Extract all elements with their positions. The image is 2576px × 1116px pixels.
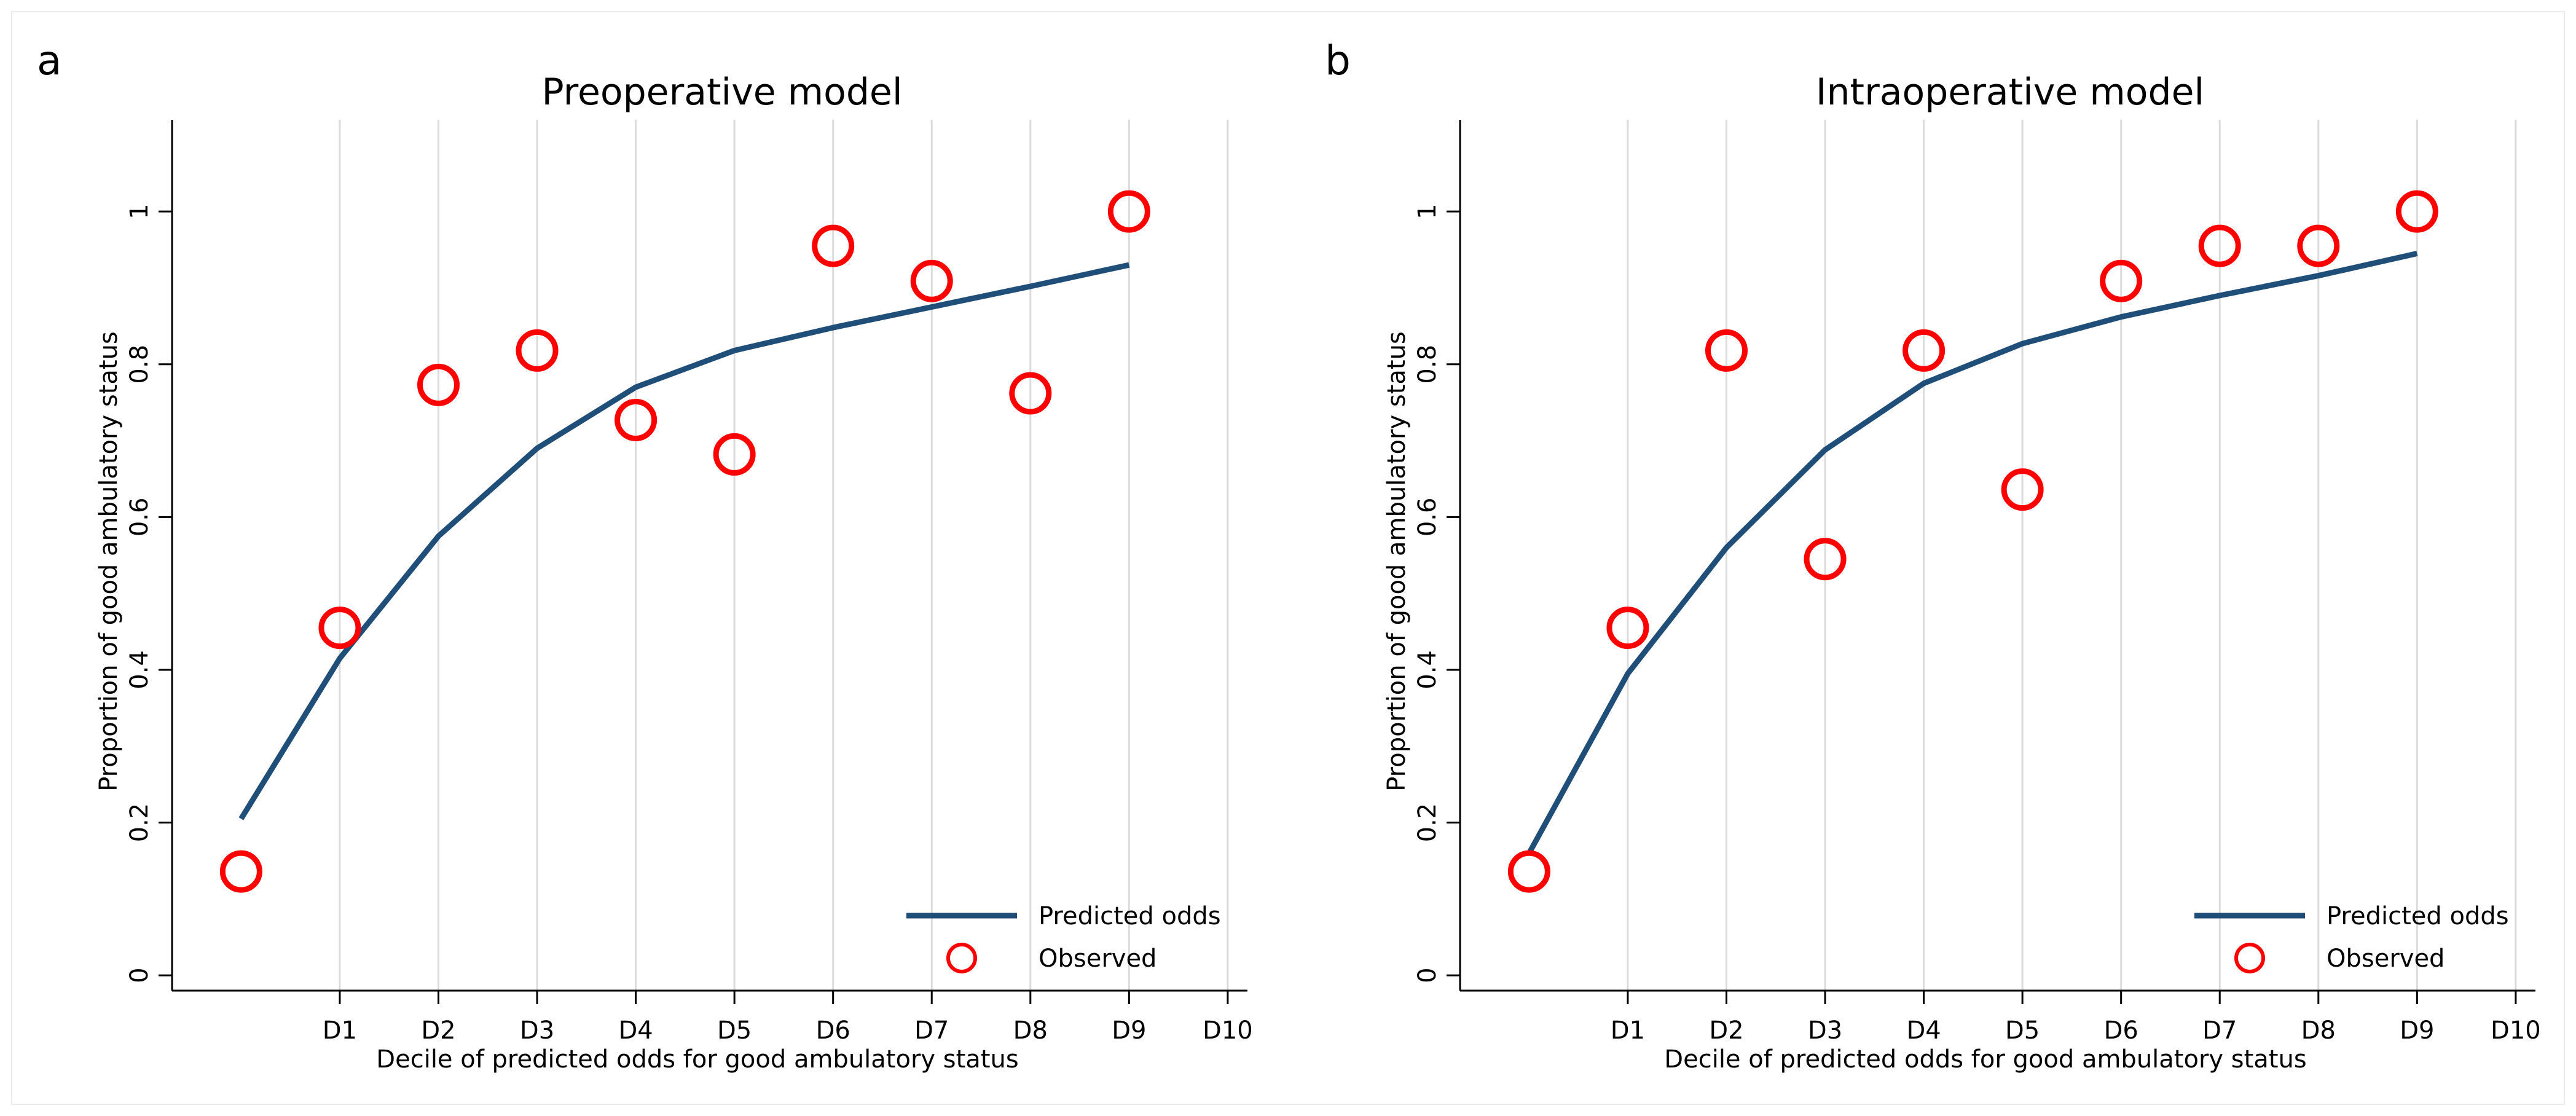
legend-label: Observed (1039, 945, 1156, 973)
y-axis-label: Proportion of good ambulatory status (1383, 331, 1411, 792)
panel-letter: a (37, 37, 62, 84)
legend-circle-swatch (2234, 943, 2265, 973)
figure-frame (11, 11, 2565, 1105)
observed-point (1107, 190, 1150, 233)
observed-point (417, 363, 460, 406)
x-tick-label: D4 (1906, 1016, 1941, 1045)
x-tick-label: D7 (914, 1016, 949, 1045)
chart-title: Intraoperative model (1816, 71, 2204, 114)
legend-label: Predicted odds (2327, 902, 2509, 930)
observed-point (2001, 468, 2044, 511)
x-tick-label: D10 (1203, 1016, 1253, 1045)
chart-preoperative: Preoperative model 0 0.2 0.4 0.6 0.8 1 Proporti… (95, 71, 1253, 1074)
x-tick-label: D2 (1709, 1016, 1743, 1045)
observed-point (219, 850, 262, 893)
predicted-odds-line (1526, 251, 2418, 855)
y-tick-label: 0.4 (1413, 650, 1442, 690)
x-tick-label: D8 (1013, 1016, 1048, 1045)
observed-point (1009, 372, 1052, 415)
x-tick-label: D5 (2005, 1016, 2040, 1045)
observed-point (615, 398, 658, 441)
observed-point (1705, 329, 1748, 372)
x-axis-label: Decile of predicted odds for good ambula… (1664, 1045, 2306, 1074)
observed-point (2100, 259, 2143, 302)
x-tick-label: D10 (2491, 1016, 2541, 1045)
y-tick-label: 0.8 (125, 345, 154, 384)
observed-point (516, 329, 559, 372)
observed-point (2395, 190, 2438, 233)
observed-point (2297, 224, 2340, 267)
observed-point (1804, 538, 1847, 581)
observed-point (1903, 329, 1946, 372)
observed-point (1507, 850, 1550, 893)
x-tick-label: D7 (2202, 1016, 2237, 1045)
y-tick-label: 0.6 (125, 498, 154, 537)
y-tick-label: 0.2 (125, 803, 154, 843)
x-axis-label: Decile of predicted odds for good ambula… (376, 1045, 1018, 1074)
x-tick-label: D5 (717, 1016, 752, 1045)
x-tick-label: D1 (323, 1016, 357, 1045)
x-tick-label: D3 (520, 1016, 554, 1045)
y-axis-label: Proportion of good ambulatory status (95, 331, 123, 792)
observed-point (812, 224, 855, 267)
y-tick-label: 0 (125, 967, 154, 983)
y-tick-label: 0.8 (1413, 345, 1442, 384)
y-tick-label: 0 (1413, 967, 1442, 983)
x-tick-label: D6 (2104, 1016, 2138, 1045)
panel-a: a Preoperative model 0 0.2 0.4 0.6 0.8 1 Propor… (37, 37, 1253, 1074)
legend-label: Predicted odds (1039, 902, 1221, 930)
x-tick-label: D9 (2400, 1016, 2434, 1045)
observed-point (713, 433, 756, 476)
x-tick-label: D2 (421, 1016, 455, 1045)
chart-title: Preoperative model (541, 71, 902, 114)
observed-point (910, 259, 953, 302)
y-tick-label: 0.2 (1413, 803, 1442, 843)
x-tick-label: D3 (1808, 1016, 1842, 1045)
legend-label: Observed (2327, 945, 2444, 973)
observed-point (2198, 224, 2241, 267)
y-tick-label: 0.4 (125, 650, 154, 690)
x-tick-label: D6 (816, 1016, 850, 1045)
x-tick-label: D1 (1611, 1016, 1645, 1045)
y-tick-label: 1 (1413, 203, 1442, 219)
predicted-odds-line (238, 262, 1130, 820)
y-tick-label: 0.6 (1413, 498, 1442, 537)
legend-circle-swatch (946, 943, 977, 973)
chart-intraoperative: Intraoperative model 0 0.2 0.4 0.6 0.8 1 Propor… (1383, 71, 2541, 1074)
x-tick-label: D4 (618, 1016, 653, 1045)
x-tick-label: D8 (2301, 1016, 2336, 1045)
observed-point (1606, 607, 1649, 650)
x-tick-label: D9 (1112, 1016, 1146, 1045)
panel-letter: b (1325, 37, 1351, 84)
y-tick-label: 1 (125, 203, 154, 219)
observed-point (318, 607, 361, 650)
panel-b: b Intraoperative model 0 0.2 0.4 0.6 0.8 1 Prop… (1288, 0, 2576, 1116)
